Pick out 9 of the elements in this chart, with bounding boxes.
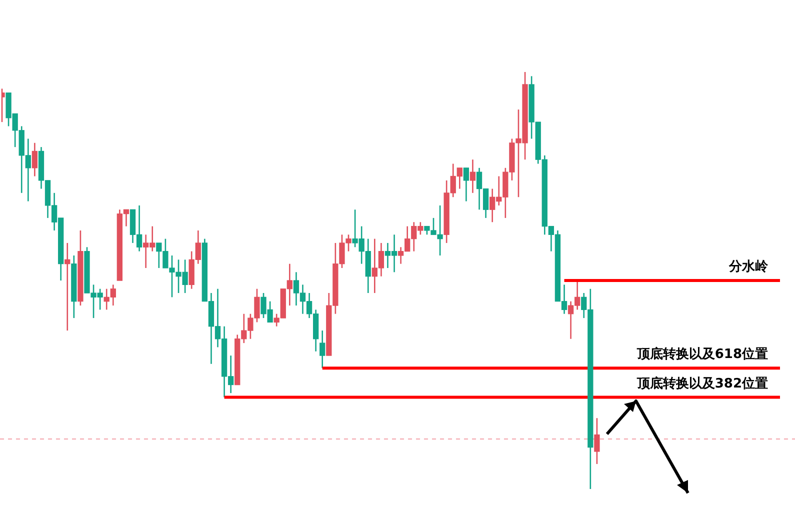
candlestick xyxy=(470,158,476,194)
candlestick xyxy=(320,330,326,369)
candlestick xyxy=(594,417,600,465)
candlestick xyxy=(463,167,470,202)
series-label: 顶底转换以及618位置 xyxy=(636,346,768,362)
series-label: 顶底转换以及382位置 xyxy=(636,375,768,392)
series-label: 分水岭 xyxy=(728,260,769,274)
candlestick xyxy=(64,242,70,332)
candlestick xyxy=(32,142,38,177)
